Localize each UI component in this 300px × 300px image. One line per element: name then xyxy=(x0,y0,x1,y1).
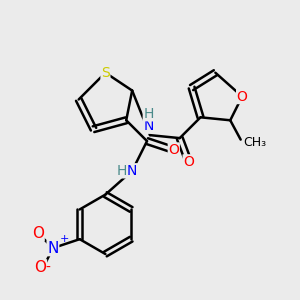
Text: O: O xyxy=(183,155,194,169)
Text: -: - xyxy=(46,261,50,275)
Text: O: O xyxy=(237,89,248,103)
Text: H: H xyxy=(117,164,127,178)
Text: +: + xyxy=(59,233,69,244)
Text: S: S xyxy=(101,66,110,80)
Text: CH₃: CH₃ xyxy=(244,136,267,149)
Text: O: O xyxy=(32,226,44,241)
Text: N: N xyxy=(127,164,137,178)
Text: O: O xyxy=(34,260,46,275)
Text: N: N xyxy=(47,241,58,256)
Text: O: O xyxy=(168,143,179,157)
Text: H: H xyxy=(143,107,154,121)
Text: N: N xyxy=(143,119,154,133)
